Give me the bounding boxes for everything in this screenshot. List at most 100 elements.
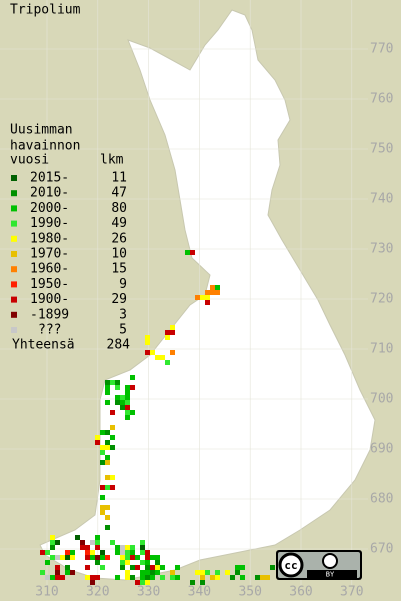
observation-square [205, 300, 210, 305]
observation-square [70, 550, 75, 555]
legend-count: 26 [111, 231, 127, 246]
legend-label: 1980- [30, 231, 69, 246]
observation-square [210, 285, 215, 290]
observation-square [125, 385, 130, 390]
observation-square [145, 575, 150, 580]
observation-square [160, 565, 165, 570]
legend-label: -1899 [30, 307, 69, 322]
observation-square [130, 375, 135, 380]
total-label: Yhteensä [12, 338, 75, 353]
x-tick-label: 340 [188, 585, 211, 600]
observation-square [115, 385, 120, 390]
legend-label: 2000- [30, 201, 69, 216]
observation-square [150, 575, 155, 580]
grid [0, 0, 368, 585]
observation-square [70, 555, 75, 560]
observation-square [125, 570, 130, 575]
observation-square [45, 575, 50, 580]
observation-square [200, 580, 205, 585]
observation-square [205, 295, 210, 300]
observation-square [105, 455, 110, 460]
observation-square [110, 445, 115, 450]
observation-square [95, 535, 100, 540]
observation-square [80, 540, 85, 545]
observation-square [65, 565, 70, 570]
observation-square [125, 555, 130, 560]
observation-square [130, 565, 135, 570]
observation-square [230, 575, 235, 580]
observation-square [45, 560, 50, 565]
observation-square [150, 565, 155, 570]
observation-square [110, 410, 115, 415]
observation-square [115, 400, 120, 405]
observation-square [105, 460, 110, 465]
observation-square [95, 435, 100, 440]
legend-swatch [11, 311, 17, 318]
observation-square [195, 570, 200, 575]
observation-square [70, 570, 75, 575]
observation-square [85, 555, 90, 560]
observation-square [100, 555, 105, 560]
legend-count: 80 [111, 201, 127, 216]
observation-square [140, 540, 145, 545]
legend-swatch [11, 205, 17, 212]
observation-square [120, 400, 125, 405]
observation-square [120, 550, 125, 555]
observation-square [90, 575, 95, 580]
observation-square [145, 560, 150, 565]
observation-square [205, 570, 210, 575]
observation-square [105, 380, 110, 385]
observation-square [145, 335, 150, 340]
observation-square [140, 575, 145, 580]
observation-square [100, 505, 105, 510]
legend-label: 1960- [30, 262, 69, 277]
observation-square [130, 550, 135, 555]
legend-swatch [11, 327, 17, 333]
y-tick-label: 750 [370, 142, 393, 157]
observation-square [195, 295, 200, 300]
legend-label: 1970- [30, 247, 69, 262]
legend-label: 2015- [30, 171, 69, 186]
legend-swatch [11, 190, 17, 197]
x-tick-label: 330 [137, 585, 160, 600]
observation-square [50, 540, 55, 545]
observation-square [95, 545, 100, 550]
observation-square [240, 575, 245, 580]
observation-square [150, 570, 155, 575]
observation-square [135, 580, 140, 585]
observation-square [115, 380, 120, 385]
observation-square [100, 450, 105, 455]
observation-square [115, 550, 120, 555]
observation-square [55, 570, 60, 575]
legend-label: 1900- [30, 292, 69, 307]
observation-square [40, 570, 45, 575]
by-text: BY [326, 571, 335, 579]
observation-square [100, 510, 105, 515]
observation-square [105, 400, 110, 405]
x-tick-label: 320 [86, 585, 109, 600]
legend-count: 11 [111, 171, 127, 186]
observation-square [65, 550, 70, 555]
observation-square [90, 555, 95, 560]
legend-col-count: lkm [100, 153, 124, 168]
observation-square [235, 570, 240, 575]
observation-square [85, 545, 90, 550]
observation-square [155, 565, 160, 570]
observation-square [100, 565, 105, 570]
by-icon [322, 553, 338, 569]
observation-square [105, 390, 110, 395]
y-tick-label: 740 [370, 192, 393, 207]
observation-square [110, 540, 115, 545]
observation-square [60, 555, 65, 560]
cc-circle [278, 552, 304, 578]
observation-square [170, 330, 175, 335]
observation-square [125, 550, 130, 555]
x-tick-label: 370 [340, 585, 363, 600]
observation-square [105, 505, 110, 510]
observation-square [90, 540, 95, 545]
observation-square [95, 575, 100, 580]
title: Tripolium [10, 3, 81, 18]
y-tick-label: 770 [370, 42, 393, 57]
observation-square [105, 555, 110, 560]
